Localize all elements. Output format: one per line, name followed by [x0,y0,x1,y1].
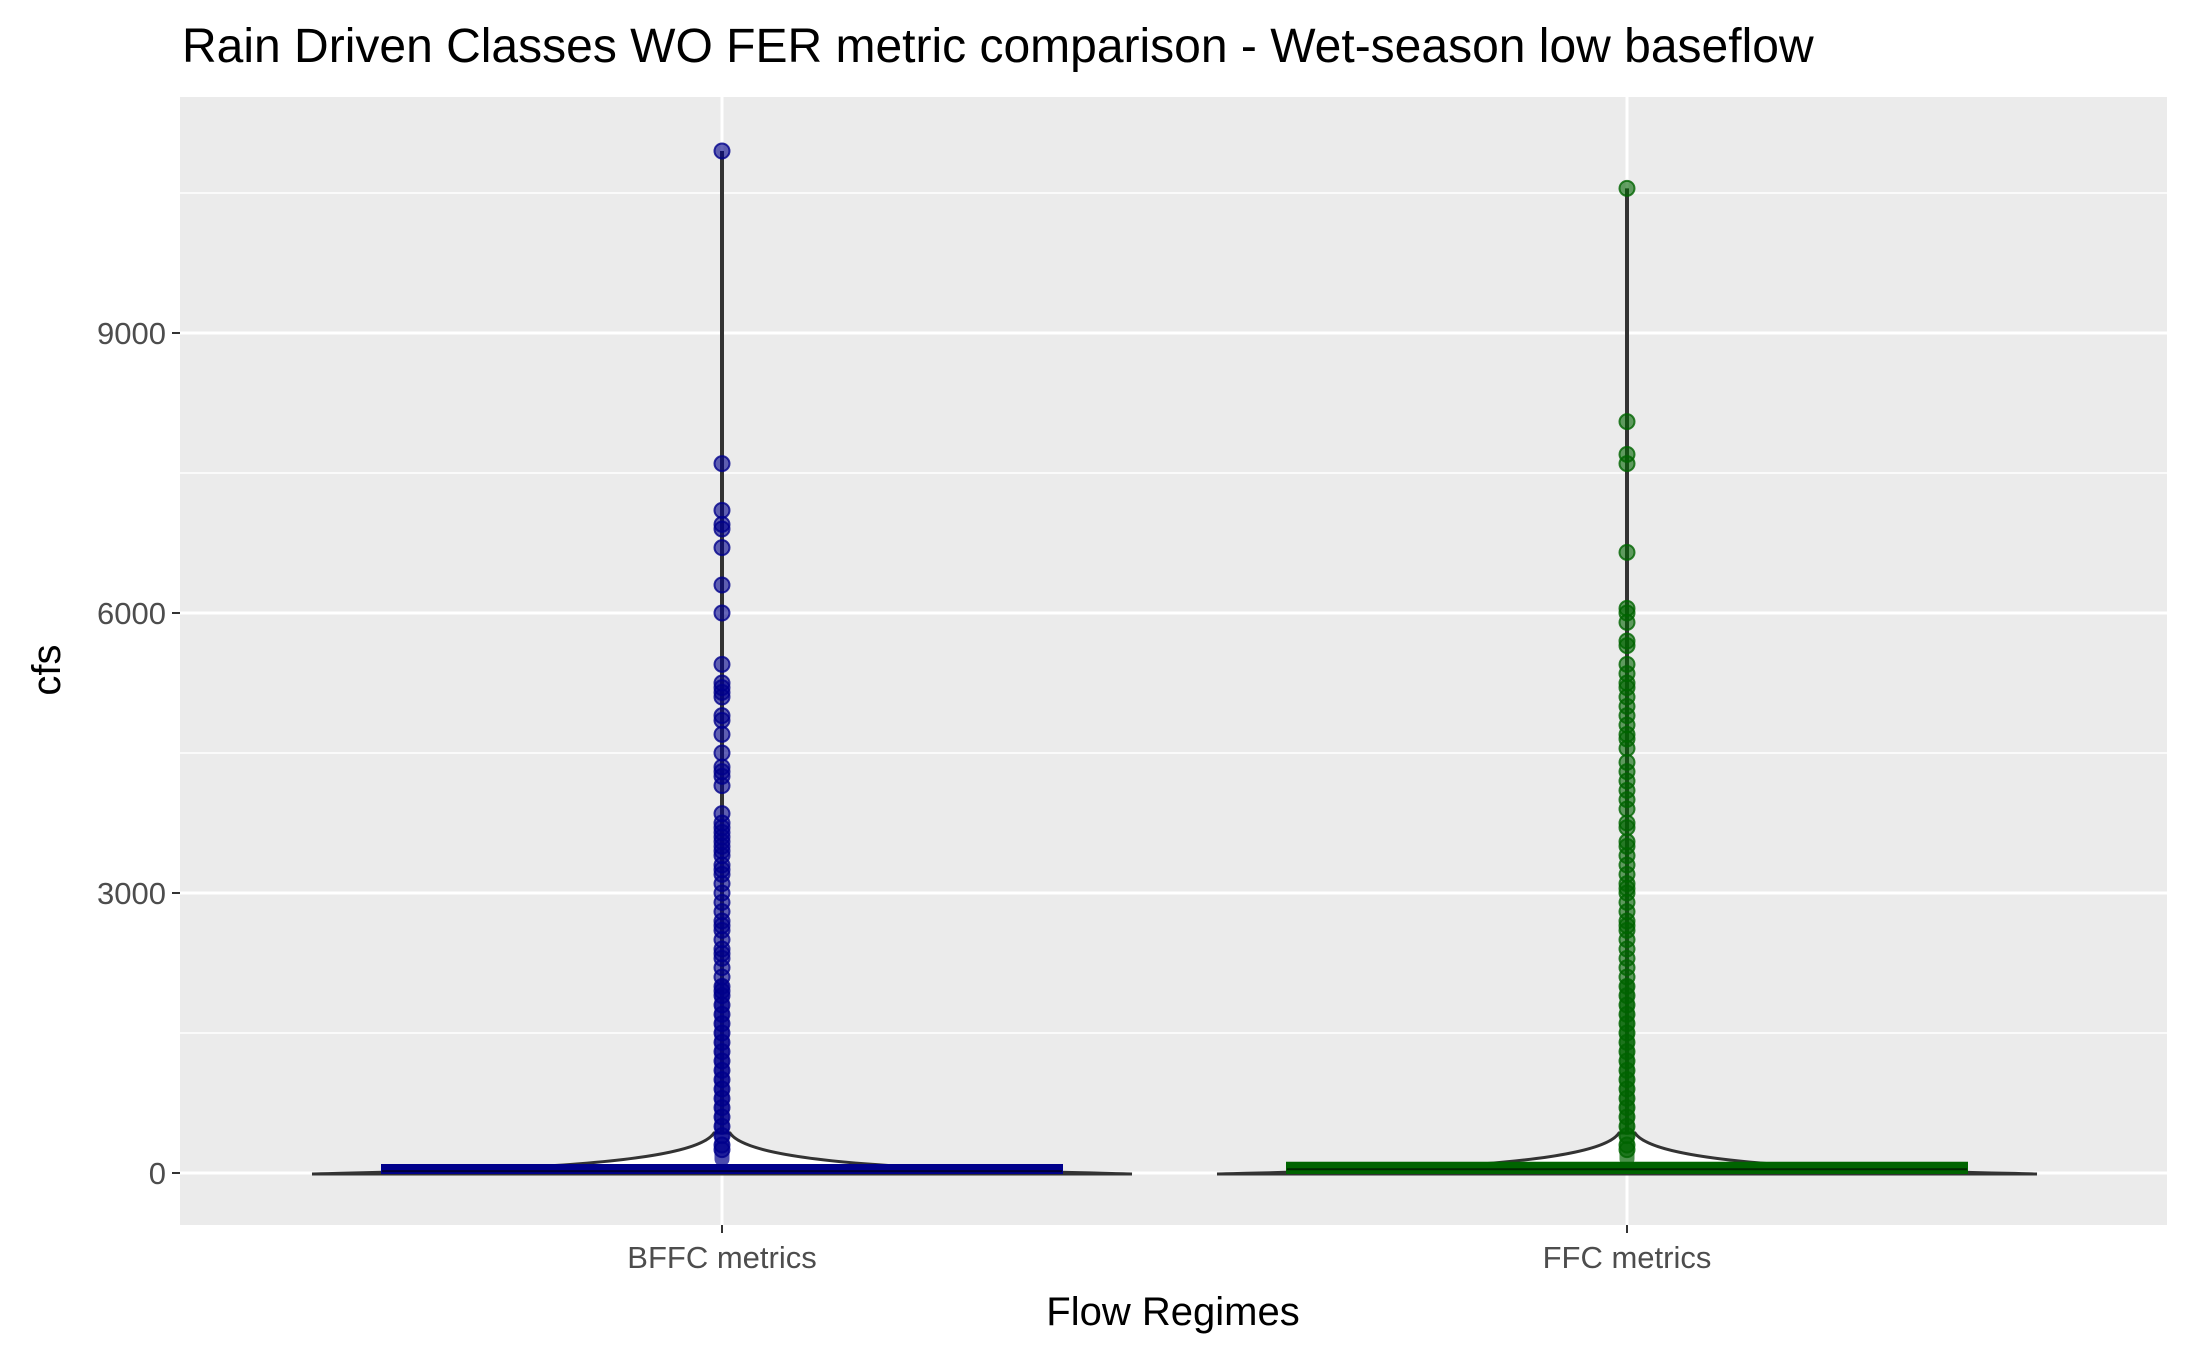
x-axis-ticks: BFFC metrics FFC metrics [627,1225,1711,1275]
chart-title: Rain Driven Classes WO FER metric compar… [182,20,1814,73]
x-tick-label: FFC metrics [1543,1240,1712,1275]
outlier-point [713,711,731,729]
y-tick-label: 0 [149,1156,166,1191]
outlier-point [713,455,731,473]
x-tick-label: BFFC metrics [627,1240,816,1275]
outlier-point [713,520,731,538]
y-tick-label: 6000 [97,596,166,631]
y-tick-label: 9000 [97,316,166,351]
outlier-point [713,501,731,519]
x-axis-title: Flow Regimes [1046,1290,1299,1334]
outlier-point [713,777,731,795]
outlier-point [1618,739,1636,757]
outlier-point [1618,819,1636,837]
outlier-point [1618,455,1636,473]
outlier-point [713,142,731,160]
outlier-point [713,576,731,594]
outlier-point [713,725,731,743]
y-tick-label: 3000 [97,876,166,911]
outlier-point [713,604,731,622]
outlier-point [713,744,731,762]
panel-background [180,97,2167,1225]
outlier-point [713,688,731,706]
outlier-point [713,539,731,557]
minor-gridlines [180,192,2167,1034]
outlier-point [713,655,731,673]
outlier-point [1618,800,1636,818]
y-axis-title: cfs [25,644,69,695]
outlier-point [1618,413,1636,431]
outlier-points [713,142,1636,1167]
outlier-point [1618,613,1636,631]
y-axis-ticks: 0 3000 6000 9000 [97,316,180,1191]
outlier-point [1618,543,1636,561]
outlier-point [1618,179,1636,197]
outlier-point [1618,637,1636,655]
